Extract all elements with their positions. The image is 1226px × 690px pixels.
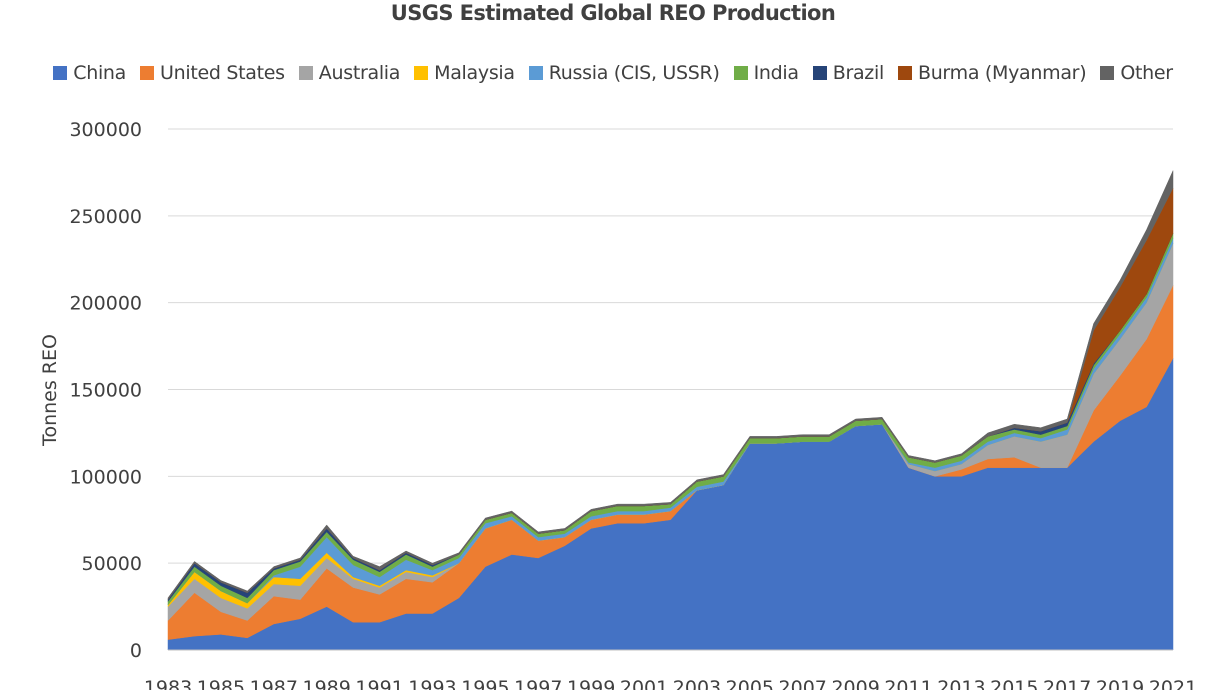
legend-label: China xyxy=(73,62,127,84)
legend-item: Australia xyxy=(298,62,401,84)
x-tick-label: 2001 xyxy=(620,677,668,690)
y-tick-label: 150000 xyxy=(69,380,142,402)
x-tick-label: 1987 xyxy=(250,677,298,690)
legend-swatch xyxy=(812,66,827,80)
legend-item: India xyxy=(733,62,799,84)
series-areas xyxy=(167,170,1174,651)
x-tick-label: 2017 xyxy=(1043,677,1091,690)
x-tick-label: 2011 xyxy=(884,677,932,690)
x-tick-label: 1997 xyxy=(514,677,562,690)
x-tick-label: 2009 xyxy=(831,677,879,690)
x-tick-label: 1989 xyxy=(303,677,351,690)
y-tick-label: 0 xyxy=(130,640,142,662)
legend-swatch xyxy=(733,66,748,80)
legend-swatch xyxy=(528,66,543,80)
legend-label: Burma (Myanmar) xyxy=(917,62,1087,84)
legend-item: Russia (CIS, USSR) xyxy=(528,62,720,84)
x-tick-label: 2003 xyxy=(673,677,721,690)
y-tick-label: 200000 xyxy=(69,293,142,315)
x-tick-label: 2013 xyxy=(937,677,985,690)
x-tick-label: 2015 xyxy=(990,677,1038,690)
x-tick-label: 2007 xyxy=(779,677,827,690)
legend-label: United States xyxy=(160,62,285,84)
x-tick-label: 2019 xyxy=(1096,677,1144,690)
legend-label: Malaysia xyxy=(434,62,515,84)
y-tick-label: 250000 xyxy=(69,206,142,228)
y-tick-label: 300000 xyxy=(69,119,142,141)
x-tick-label: 1983 xyxy=(144,677,192,690)
legend: China United States Australia Malaysia Russi… xyxy=(0,62,1226,84)
legend-swatch xyxy=(1100,66,1115,80)
x-tick-label: 1995 xyxy=(461,677,509,690)
y-tick-labels: 0 50000 100000 150000 200000 250000 300000 xyxy=(69,119,142,662)
legend-swatch xyxy=(140,66,155,80)
legend-swatch xyxy=(414,66,429,80)
legend-swatch xyxy=(897,66,912,80)
chart-title: USGS Estimated Global REO Production xyxy=(390,1,836,25)
x-tick-label: 1991 xyxy=(355,677,403,690)
x-tick-label: 1985 xyxy=(197,677,245,690)
x-tick-label: 2005 xyxy=(726,677,774,690)
legend-label: Other xyxy=(1120,62,1173,84)
legend-item: Malaysia xyxy=(414,62,515,84)
legend-item: Burma (Myanmar) xyxy=(897,62,1087,84)
y-axis-label: Tonnes REO xyxy=(39,334,61,447)
y-tick-label: 50000 xyxy=(82,553,142,575)
legend-swatch xyxy=(53,66,68,80)
legend-item: Brazil xyxy=(812,62,885,84)
legend-item: China xyxy=(53,62,126,84)
x-tick-label: 1993 xyxy=(408,677,456,690)
x-tick-label: 2021 xyxy=(1149,677,1197,690)
legend-label: Brazil xyxy=(832,62,885,84)
series-area xyxy=(167,170,1174,601)
y-tick-label: 100000 xyxy=(69,466,142,488)
legend-label: Russia (CIS, USSR) xyxy=(548,62,720,84)
x-tick-labels: 1983 1985 1987 1989 1991 1993 1995 1997 1999 2001… xyxy=(144,677,1197,690)
legend-item: Other xyxy=(1100,62,1173,84)
legend-label: Australia xyxy=(318,62,401,84)
legend-label: India xyxy=(753,62,799,84)
legend-swatch xyxy=(298,66,313,80)
legend-item: United States xyxy=(140,62,285,84)
x-tick-label: 1999 xyxy=(567,677,615,690)
